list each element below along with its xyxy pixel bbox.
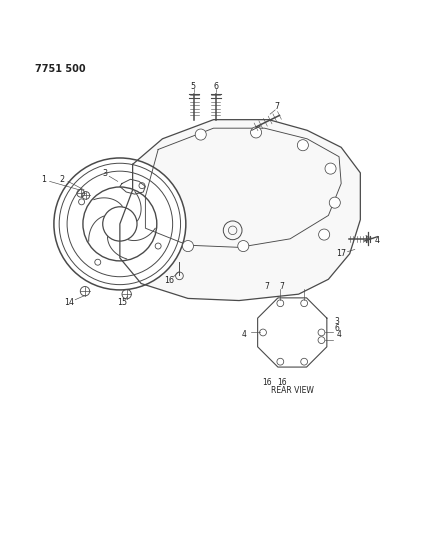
Text: 7: 7	[279, 282, 283, 292]
Text: 7: 7	[264, 282, 269, 292]
Text: 17: 17	[335, 249, 345, 258]
Circle shape	[317, 337, 324, 344]
Circle shape	[328, 197, 340, 208]
Circle shape	[54, 158, 185, 290]
Text: 15: 15	[117, 298, 127, 307]
Circle shape	[317, 329, 324, 336]
Circle shape	[300, 300, 307, 306]
Text: 6: 6	[213, 83, 218, 91]
Text: 14: 14	[63, 298, 74, 307]
Text: 3: 3	[102, 169, 107, 178]
Circle shape	[195, 129, 206, 140]
Circle shape	[182, 240, 193, 252]
Text: 2: 2	[60, 175, 65, 184]
Circle shape	[259, 329, 266, 336]
Text: 16: 16	[276, 378, 286, 387]
Circle shape	[250, 127, 261, 138]
Text: 7: 7	[274, 102, 279, 111]
Circle shape	[237, 240, 248, 252]
Text: 4: 4	[374, 237, 379, 246]
Text: 4: 4	[336, 330, 341, 339]
Circle shape	[276, 300, 283, 306]
Circle shape	[318, 229, 329, 240]
Text: REAR VIEW: REAR VIEW	[270, 386, 313, 395]
Text: 6: 6	[334, 324, 339, 333]
Text: 5: 5	[190, 83, 195, 91]
Text: 1: 1	[40, 175, 46, 184]
Circle shape	[276, 358, 283, 365]
Polygon shape	[257, 298, 326, 367]
Text: 7751 500: 7751 500	[35, 63, 85, 74]
Circle shape	[300, 358, 307, 365]
Circle shape	[324, 163, 335, 174]
Circle shape	[296, 140, 308, 151]
Text: 3: 3	[334, 317, 339, 326]
Polygon shape	[120, 120, 360, 301]
Text: 4: 4	[241, 330, 246, 339]
Text: 16: 16	[164, 276, 173, 285]
Text: 16: 16	[261, 378, 271, 387]
